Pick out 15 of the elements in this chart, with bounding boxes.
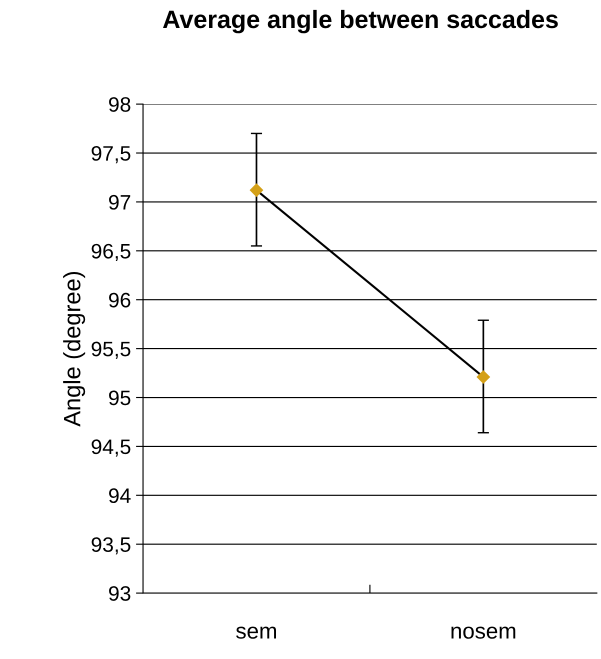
y-tick-label: 93,5	[92, 537, 130, 554]
chart-title: Average angle between saccades	[162, 10, 558, 34]
y-tick-label: 94,5	[92, 439, 130, 457]
y-tick-label: 96,5	[92, 244, 130, 262]
y-tick-label: 94	[109, 488, 131, 504]
y-axis-title: Angle (degree)	[63, 272, 86, 427]
y-tick-label: 96	[109, 292, 130, 308]
y-tick-label: 97	[109, 194, 130, 210]
x-tick-label: nosem	[451, 626, 516, 639]
y-tick-label: 97,5	[92, 146, 130, 164]
y-tick-label: 93	[109, 586, 130, 601]
x-tick-label: sem	[236, 626, 276, 639]
y-tick-label: 98	[109, 97, 130, 112]
y-tick-label: 95,5	[92, 342, 130, 359]
y-tick-label: 95	[109, 390, 130, 406]
